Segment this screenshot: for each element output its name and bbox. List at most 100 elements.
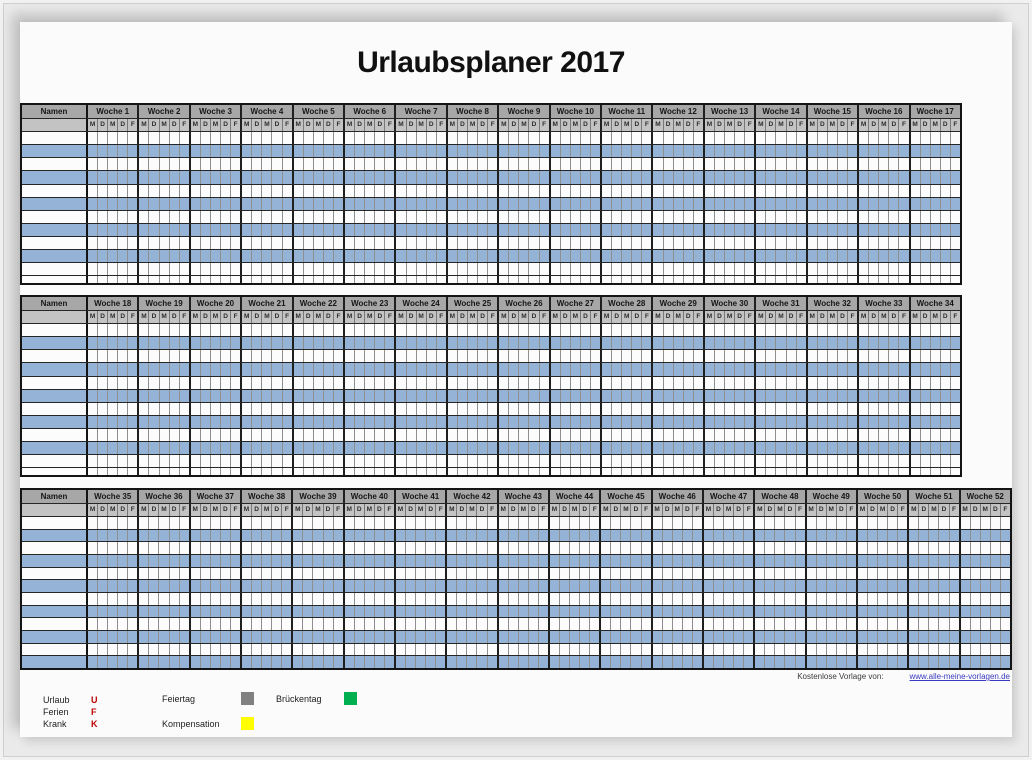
day-cell[interactable] [818,402,828,415]
day-cell[interactable] [878,517,889,529]
day-cell[interactable] [149,145,160,158]
day-cell[interactable] [407,455,417,468]
day-cell[interactable] [911,145,921,158]
name-cell[interactable] [22,529,88,542]
day-cell[interactable] [550,656,561,669]
day-cell[interactable] [653,605,663,618]
day-cell[interactable] [519,468,530,476]
day-cell[interactable] [869,468,880,476]
day-cell[interactable] [345,429,356,442]
day-cell[interactable] [858,542,868,555]
day-cell[interactable] [406,580,417,593]
day-cell[interactable] [931,468,941,476]
day-cell[interactable] [324,468,334,476]
day-cell[interactable] [787,250,797,263]
day-cell[interactable] [365,415,376,428]
day-cell[interactable] [242,376,253,389]
day-cell[interactable] [632,363,643,376]
day-cell[interactable] [509,631,519,643]
day-cell[interactable] [889,324,900,337]
day-cell[interactable] [931,442,941,455]
day-cell[interactable] [365,132,376,145]
day-cell[interactable] [705,210,715,223]
day-cell[interactable] [170,263,180,276]
day-cell[interactable] [704,542,714,555]
day-cell[interactable] [674,402,684,415]
day-cell[interactable] [252,250,263,263]
day-cell[interactable] [653,429,664,442]
day-cell[interactable] [828,376,838,389]
day-cell[interactable] [601,631,612,643]
day-cell[interactable] [211,402,222,415]
day-cell[interactable] [632,389,643,402]
day-cell[interactable] [149,567,160,580]
day-cell[interactable] [621,567,632,580]
day-cell[interactable] [201,197,211,210]
day-cell[interactable] [211,605,221,618]
day-cell[interactable] [602,237,613,250]
day-cell[interactable] [602,389,613,402]
day-cell[interactable] [509,455,520,468]
day-cell[interactable] [262,593,273,605]
day-cell[interactable] [98,389,109,402]
day-cell[interactable] [632,145,643,158]
day-cell[interactable] [468,376,479,389]
day-cell[interactable] [818,184,828,197]
day-cell[interactable] [458,250,468,263]
day-cell[interactable] [252,618,263,631]
day-cell[interactable] [941,132,951,145]
day-cell[interactable] [612,468,623,476]
day-cell[interactable] [878,555,889,567]
day-cell[interactable] [715,324,726,337]
day-cell[interactable] [468,263,479,276]
day-cell[interactable] [293,580,304,593]
day-cell[interactable] [478,363,489,376]
day-cell[interactable] [684,324,694,337]
day-cell[interactable] [735,324,746,337]
day-cell[interactable] [808,237,818,250]
day-cell[interactable] [304,402,314,415]
day-cell[interactable] [705,429,715,442]
day-cell[interactable] [519,631,529,643]
day-cell[interactable] [837,618,847,631]
day-cell[interactable] [499,263,510,276]
day-cell[interactable] [324,580,334,593]
day-cell[interactable] [294,376,304,389]
day-cell[interactable] [355,529,365,542]
day-cell[interactable] [878,618,889,631]
day-cell[interactable] [201,263,211,276]
day-cell[interactable] [673,517,683,529]
day-cell[interactable] [519,429,530,442]
day-cell[interactable] [715,210,726,223]
day-cell[interactable] [458,363,468,376]
day-cell[interactable] [705,132,715,145]
day-cell[interactable] [407,263,417,276]
day-cell[interactable] [838,263,848,276]
day-cell[interactable] [705,197,715,210]
day-cell[interactable] [766,184,777,197]
day-cell[interactable] [294,184,304,197]
day-cell[interactable] [345,567,355,580]
day-cell[interactable] [242,656,253,669]
day-cell[interactable] [683,593,693,605]
name-cell[interactable] [22,184,88,197]
day-cell[interactable] [704,555,714,567]
name-cell[interactable] [22,223,88,236]
day-cell[interactable] [304,363,314,376]
day-cell[interactable] [622,158,633,171]
day-cell[interactable] [98,263,109,276]
day-cell[interactable] [632,455,643,468]
day-cell[interactable] [272,363,283,376]
day-cell[interactable] [478,171,489,184]
day-cell[interactable] [149,263,160,276]
day-cell[interactable] [570,580,581,593]
day-cell[interactable] [365,376,376,389]
day-cell[interactable] [252,389,263,402]
day-cell[interactable] [787,429,797,442]
day-cell[interactable] [149,415,160,428]
day-cell[interactable] [407,276,417,284]
day-cell[interactable] [735,276,746,284]
day-cell[interactable] [571,145,581,158]
day-cell[interactable] [551,263,561,276]
day-cell[interactable] [858,605,868,618]
